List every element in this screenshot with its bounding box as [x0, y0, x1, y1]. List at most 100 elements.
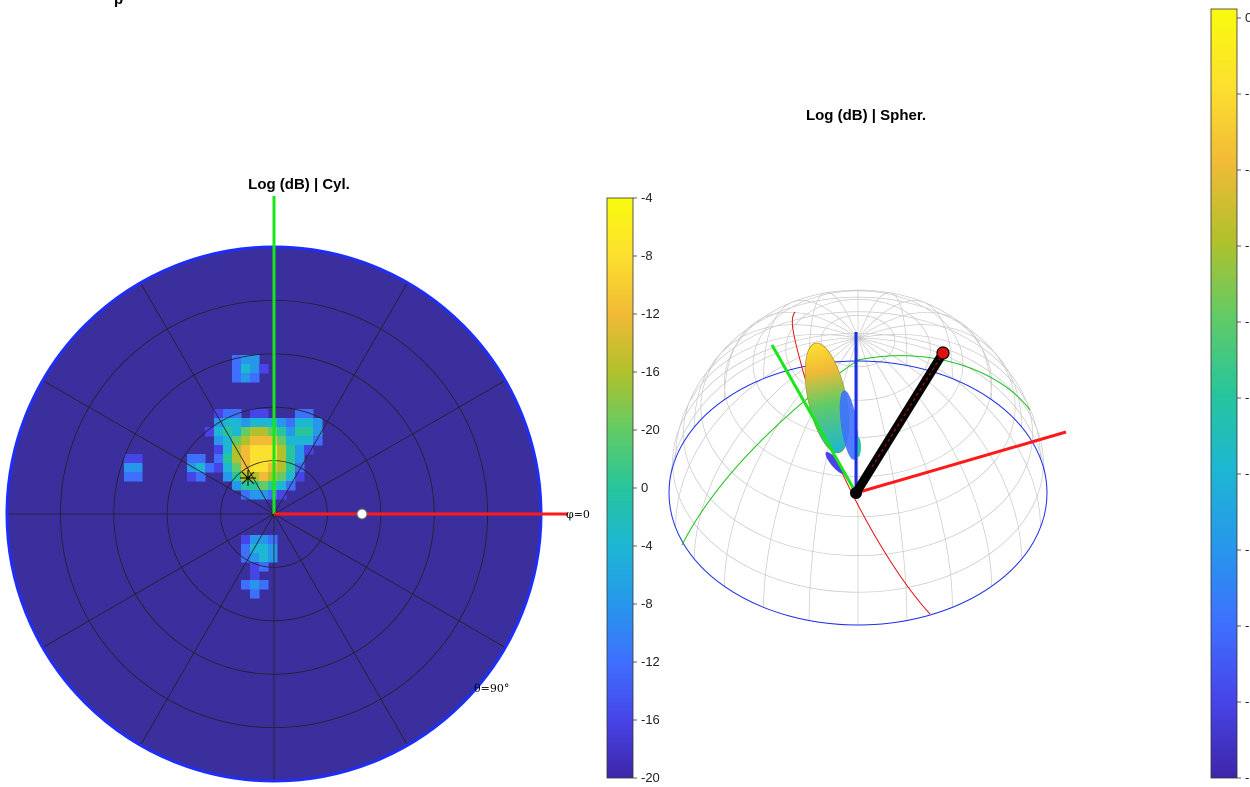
- heat-cell: [313, 418, 323, 428]
- steering-tip-icon: [936, 346, 950, 360]
- heat-cell: [259, 481, 269, 491]
- polar-spoke: [140, 513, 275, 746]
- heat-cell: [214, 436, 224, 446]
- colorbar-tick-label: -4: [641, 190, 653, 205]
- heat-cell: [259, 553, 269, 563]
- heat-cell: [241, 445, 251, 455]
- heat-cell: [286, 463, 296, 473]
- heat-cell: [250, 472, 260, 482]
- reference-dot-icon: [356, 508, 368, 520]
- mesh-longitude: [857, 337, 953, 608]
- heat-cell: [304, 418, 314, 428]
- heat-cell: [286, 427, 296, 437]
- colorbar-tick-label: -12: [1245, 466, 1250, 481]
- heat-cell: [304, 427, 314, 437]
- mesh-longitude: [857, 337, 908, 621]
- colorbar-tick-label: -4: [1245, 162, 1250, 177]
- heat-cell: [250, 418, 260, 428]
- heat-cell: [259, 409, 269, 419]
- colorbar-cyl-ticks: -4 -8 -12 -16 -20 0 -4 -8 -12 -16 -20: [633, 190, 660, 785]
- heat-cell: [241, 472, 251, 482]
- heat-cell: [241, 355, 251, 365]
- colorbar-tick-label: -14: [1245, 542, 1250, 557]
- heat-cell: [196, 472, 206, 482]
- heat-cell: [295, 463, 305, 473]
- heat-cell: [295, 436, 305, 446]
- colorbar-tick-label: -10: [1245, 390, 1250, 405]
- polar-spoke: [273, 513, 506, 648]
- heat-cell: [196, 463, 206, 473]
- colorbar-tick-label: -8: [641, 596, 653, 611]
- heat-cell: [250, 580, 260, 590]
- colorbar-tick-label: -6: [1245, 238, 1250, 253]
- colorbar-tick-label: -20: [641, 770, 660, 785]
- heat-cell: [223, 463, 233, 473]
- heat-cell: [277, 481, 287, 491]
- heat-cell: [232, 373, 242, 383]
- heat-cell: [250, 409, 260, 419]
- heat-cell: [295, 418, 305, 428]
- heat-cell: [232, 472, 242, 482]
- heat-cell: [232, 481, 242, 491]
- colorbar-tick-label: -20: [1245, 770, 1250, 785]
- side-lobe-b: [825, 451, 845, 475]
- mesh-longitude: [675, 333, 859, 459]
- heat-cell: [259, 418, 269, 428]
- heat-cell: [304, 445, 314, 455]
- heat-cell: [250, 589, 260, 599]
- heat-cell: [214, 445, 224, 455]
- heat-cell: [286, 418, 296, 428]
- heat-cell: [268, 535, 278, 545]
- colorbar-tick-label: -2: [1245, 86, 1250, 101]
- heat-cell: [286, 445, 296, 455]
- heat-cell: [277, 490, 287, 500]
- heat-cell: [250, 355, 260, 365]
- polar-spoke: [273, 513, 408, 746]
- steering-vector: [851, 348, 948, 498]
- mesh-longitude: [857, 333, 1041, 459]
- heat-cell: [214, 463, 224, 473]
- corner-text: p: [114, 0, 123, 8]
- heat-cell: [259, 436, 269, 446]
- colorbar-tick-label: -18: [1245, 694, 1250, 709]
- heat-cell: [286, 454, 296, 464]
- mesh-longitude: [857, 337, 992, 587]
- heat-cell: [232, 454, 242, 464]
- heat-cells: [124, 355, 323, 599]
- colorbar-spher: 0 -2 -4 -6 -8 -10 -12 -14 -16 -18 -20: [1210, 8, 1250, 785]
- polar-spoke: [273, 282, 408, 515]
- heat-cell: [133, 472, 143, 482]
- heat-cell: [241, 490, 251, 500]
- mesh-longitude: [857, 311, 992, 400]
- heat-cell: [232, 427, 242, 437]
- heat-cell: [241, 373, 251, 383]
- heat-cell: [223, 409, 233, 419]
- heat-cell: [187, 454, 197, 464]
- heat-cell: [232, 364, 242, 374]
- mesh-longitude: [724, 311, 859, 400]
- heat-cell: [295, 409, 305, 419]
- heat-cell: [223, 445, 233, 455]
- y-axis-3d-line: [770, 344, 858, 494]
- heat-cell: [259, 463, 269, 473]
- heat-cell: [250, 535, 260, 545]
- heat-cell: [259, 535, 269, 545]
- heat-cell: [250, 463, 260, 473]
- heat-cell: [259, 445, 269, 455]
- heat-cell: [295, 454, 305, 464]
- heat-cell: [241, 436, 251, 446]
- mesh-longitude: [857, 300, 953, 379]
- heat-cell: [241, 553, 251, 563]
- heat-cell: [223, 436, 233, 446]
- colorbar-tick-label: -12: [641, 654, 660, 669]
- heat-cell: [214, 409, 224, 419]
- mesh-longitude: [808, 337, 859, 621]
- polar-spoke: [140, 282, 275, 515]
- heat-cell: [259, 364, 269, 374]
- mesh-longitude: [857, 337, 1023, 560]
- colorbar-tick-label: -8: [1245, 314, 1250, 329]
- polar-spoke: [42, 513, 275, 648]
- mesh-longitude: [857, 324, 1023, 428]
- heat-cell: [241, 580, 251, 590]
- mesh-longitude: [763, 300, 859, 379]
